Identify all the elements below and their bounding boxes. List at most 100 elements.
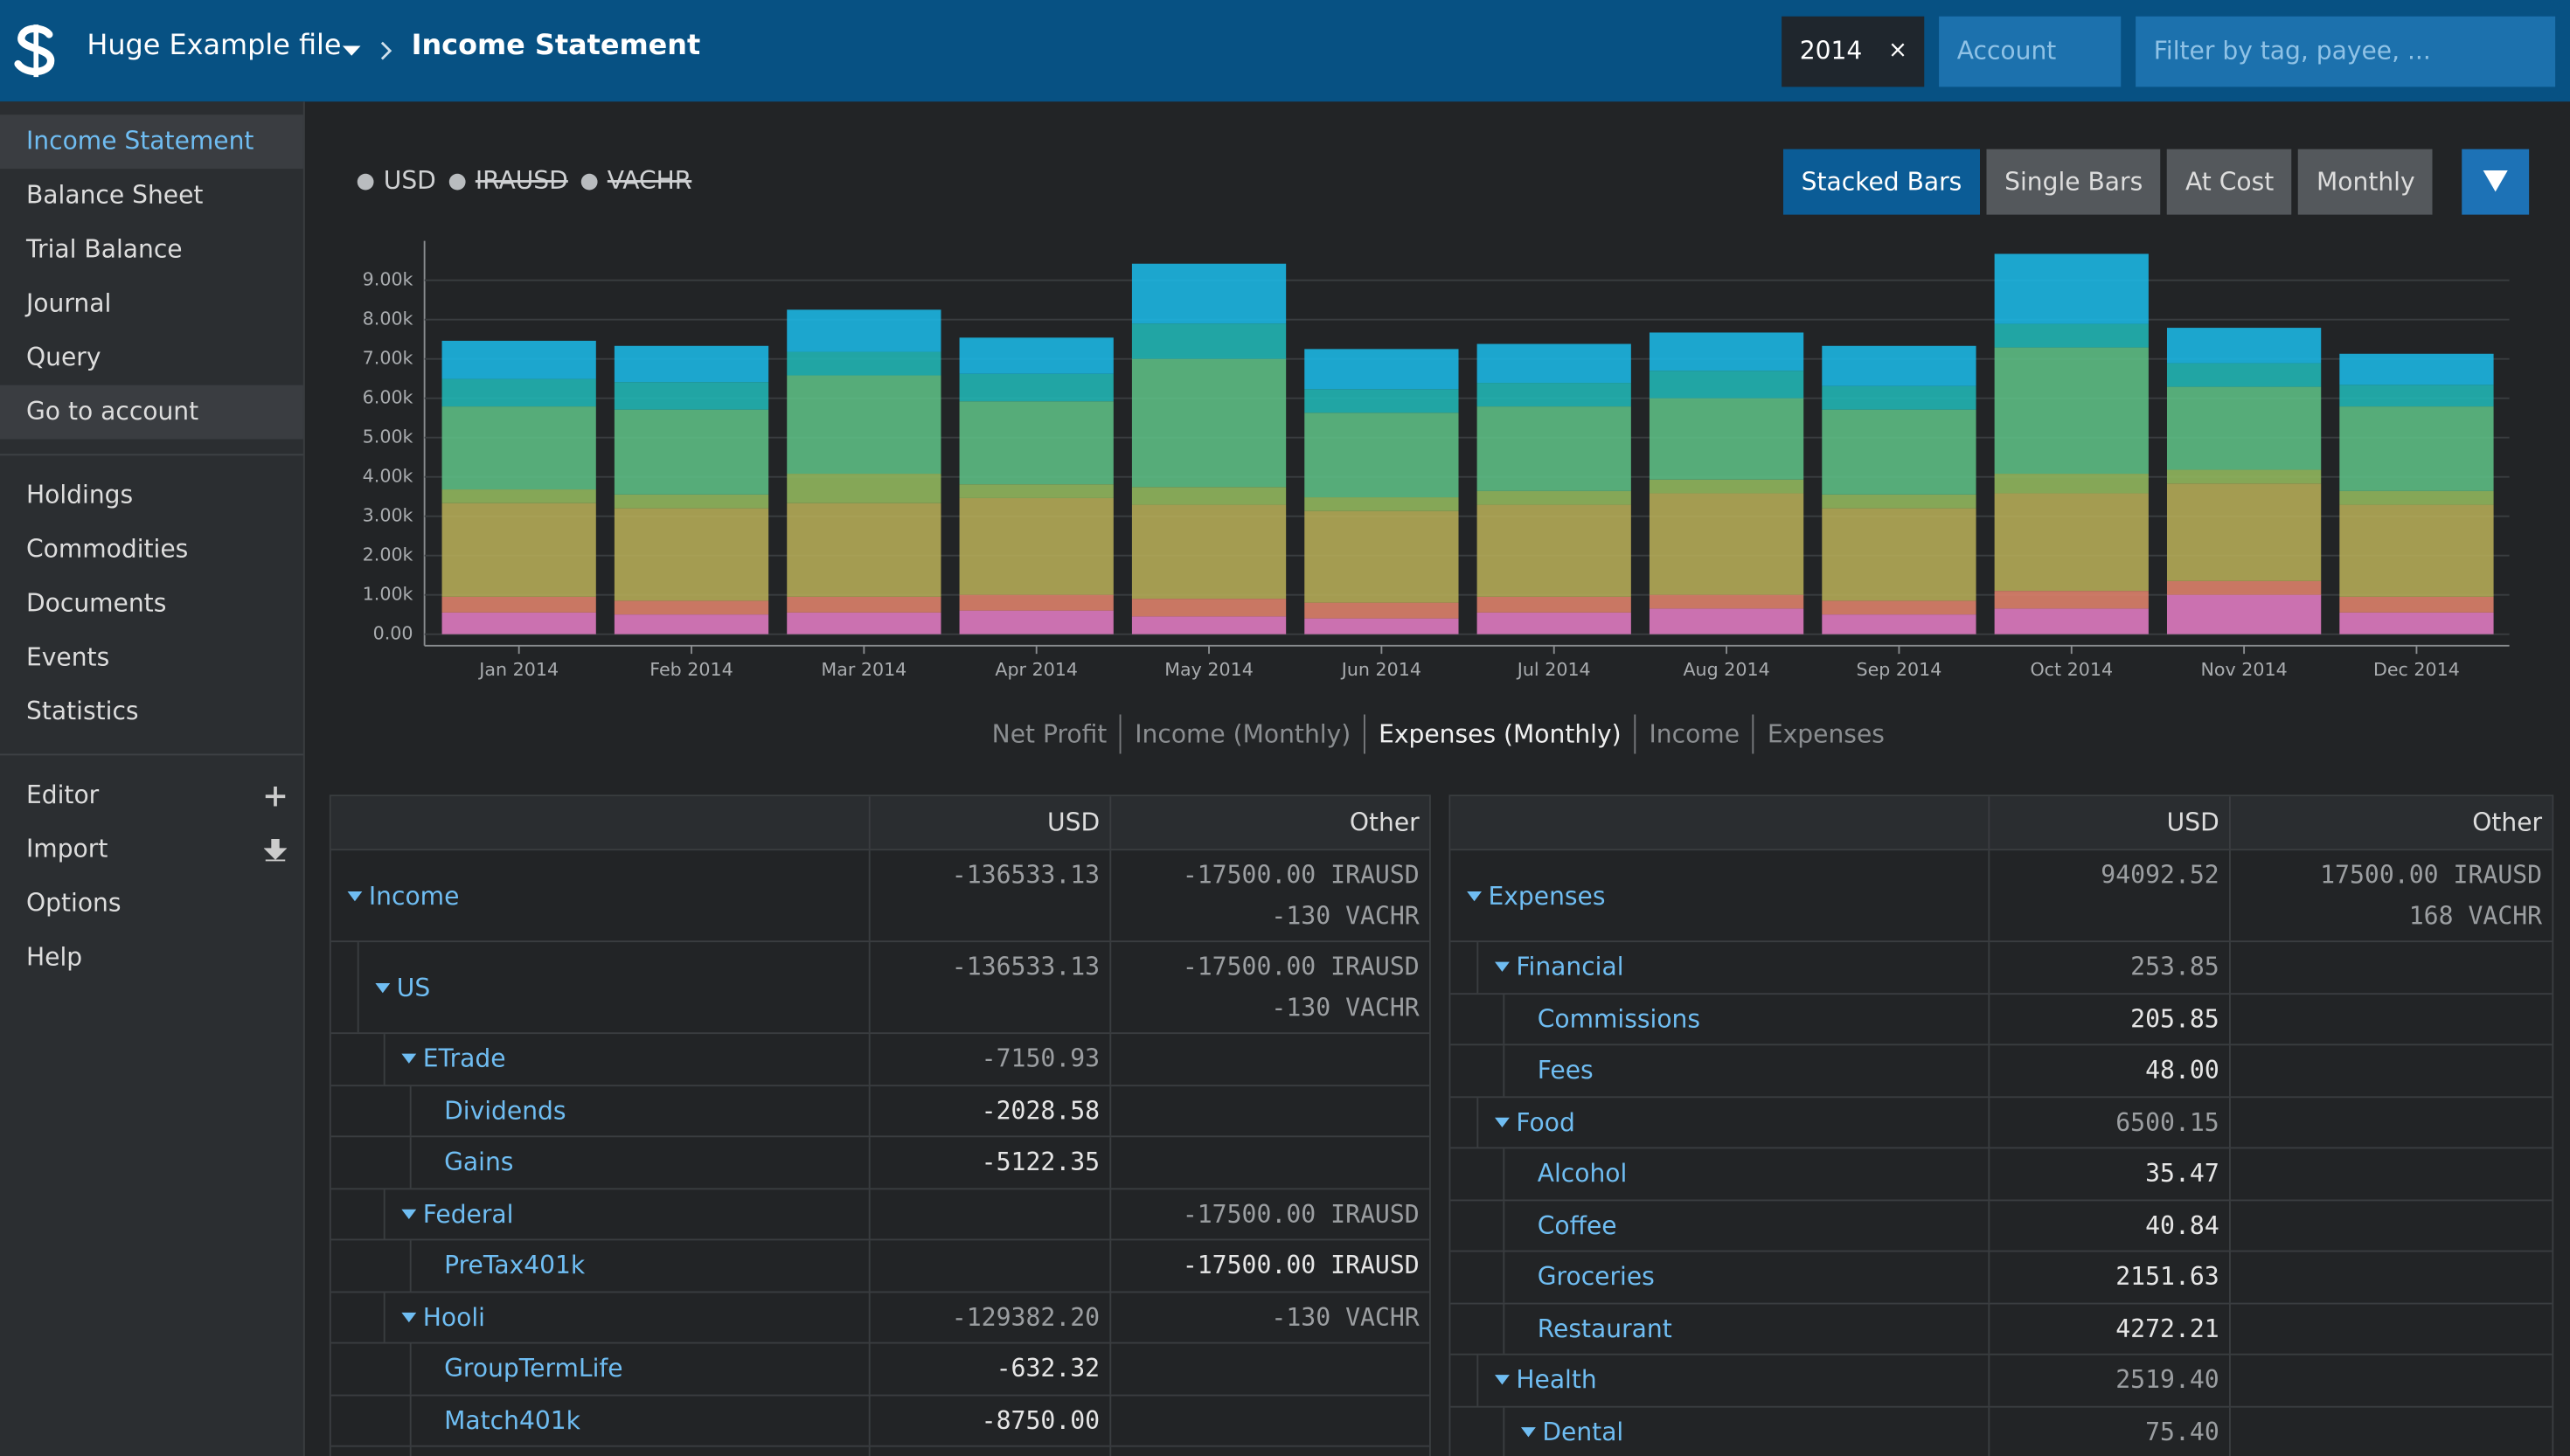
sidebar-item[interactable]: Options xyxy=(0,877,303,931)
bar-segment[interactable] xyxy=(1132,487,1286,504)
sidebar-item[interactable]: Journal xyxy=(0,277,303,331)
legend-label[interactable]: IRAUSD xyxy=(476,166,568,195)
sidebar-item[interactable]: Events xyxy=(0,631,303,685)
bar-segment[interactable] xyxy=(2167,364,2321,387)
bar-segment[interactable] xyxy=(1822,495,1976,509)
chart-tab[interactable]: Income xyxy=(1635,715,1753,754)
sidebar-item[interactable]: Commodities xyxy=(0,523,303,577)
bar-segment[interactable] xyxy=(787,503,941,597)
bar-segment[interactable] xyxy=(1132,359,1286,488)
bar-segment[interactable] xyxy=(2167,581,2321,595)
bar-segment[interactable] xyxy=(1995,348,2149,474)
toggle-arrow[interactable] xyxy=(374,981,392,994)
toggle-arrow[interactable] xyxy=(1493,1374,1511,1387)
bar-segment[interactable] xyxy=(1477,406,1631,491)
account-name[interactable]: Alcohol xyxy=(1538,1159,1628,1189)
bar-segment[interactable] xyxy=(2167,387,2321,470)
bar-segment[interactable] xyxy=(1304,619,1458,634)
bar-segment[interactable] xyxy=(960,498,1114,595)
chart-menu[interactable] xyxy=(2462,149,2529,215)
bar-segment[interactable] xyxy=(1650,608,1803,634)
bar-segment[interactable] xyxy=(1132,616,1286,634)
bar-segment[interactable] xyxy=(2339,613,2493,634)
chart-button[interactable]: Monthly xyxy=(2298,149,2433,215)
bar-segment[interactable] xyxy=(615,346,768,382)
bar-segment[interactable] xyxy=(1477,344,1631,384)
bar-segment[interactable] xyxy=(1650,480,1803,494)
sidebar-item[interactable]: Statistics xyxy=(0,685,303,739)
bar-segment[interactable] xyxy=(1995,474,2149,494)
bar-segment[interactable] xyxy=(787,613,941,634)
legend-label[interactable]: VACHR xyxy=(608,166,691,195)
bar-segment[interactable] xyxy=(2167,595,2321,634)
account-name[interactable]: Groceries xyxy=(1538,1262,1655,1292)
account-filter[interactable]: Account xyxy=(1939,17,2121,87)
bar-segment[interactable] xyxy=(442,489,596,503)
account-name[interactable]: Health xyxy=(1516,1365,1596,1395)
bar-segment[interactable] xyxy=(960,484,1114,498)
logo[interactable] xyxy=(10,23,62,79)
bar-segment[interactable] xyxy=(1822,386,1976,410)
toggle-arrow[interactable] xyxy=(346,889,365,902)
account-name[interactable]: Commissions xyxy=(1538,1004,1700,1034)
bar-segment[interactable] xyxy=(2339,354,2493,385)
bar-segment[interactable] xyxy=(1822,410,1976,495)
bar-segment[interactable] xyxy=(960,595,1114,611)
sidebar-icon-plus[interactable] xyxy=(264,785,287,808)
sidebar-item[interactable]: Holdings xyxy=(0,468,303,523)
sidebar-item[interactable]: Query xyxy=(0,331,303,385)
bar-segment[interactable] xyxy=(2167,328,2321,364)
account-name[interactable]: Financial xyxy=(1516,953,1623,982)
bar-segment[interactable] xyxy=(787,352,941,376)
account-name[interactable]: Food xyxy=(1516,1107,1574,1137)
bar-segment[interactable] xyxy=(615,382,768,410)
bar-segment[interactable] xyxy=(1822,509,1976,601)
bar-segment[interactable] xyxy=(1304,389,1458,413)
bar-segment[interactable] xyxy=(615,509,768,601)
bar-segment[interactable] xyxy=(1304,349,1458,389)
bar-segment[interactable] xyxy=(1132,505,1286,600)
sidebar-item[interactable]: Income Statement xyxy=(0,114,303,169)
toggle-arrow[interactable] xyxy=(1493,960,1511,974)
bar-segment[interactable] xyxy=(787,309,941,351)
bar-segment[interactable] xyxy=(1477,505,1631,597)
account-name[interactable]: Dental xyxy=(1542,1417,1623,1446)
bar-segment[interactable] xyxy=(1995,324,2149,348)
bar-segment[interactable] xyxy=(2339,385,2493,406)
toggle-arrow[interactable] xyxy=(1493,1115,1511,1128)
chart-tab[interactable]: Expenses (Monthly) xyxy=(1364,715,1634,754)
bar-segment[interactable] xyxy=(442,341,596,379)
bar-segment[interactable] xyxy=(615,410,768,495)
bar-segment[interactable] xyxy=(1995,253,2149,323)
sidebar-item[interactable]: Help xyxy=(0,931,303,985)
sidebar-item[interactable]: Trial Balance xyxy=(0,223,303,277)
bar-segment[interactable] xyxy=(2167,483,2321,581)
chart-button[interactable]: Stacked Bars xyxy=(1783,149,1980,215)
account-name[interactable]: Coffee xyxy=(1538,1210,1617,1240)
bar-segment[interactable] xyxy=(787,376,941,475)
toggle-arrow[interactable] xyxy=(400,1311,419,1324)
sidebar-item[interactable]: Import xyxy=(0,822,303,877)
bar-segment[interactable] xyxy=(960,611,1114,634)
chart-tab[interactable]: Income (Monthly) xyxy=(1120,715,1364,754)
account-name[interactable]: ETrade xyxy=(423,1044,506,1074)
bar-segment[interactable] xyxy=(960,337,1114,373)
tag-filter[interactable]: Filter by tag, payee, ... xyxy=(2136,17,2555,87)
toggle-arrow[interactable] xyxy=(400,1052,419,1065)
bar-segment[interactable] xyxy=(615,495,768,509)
bar-segment[interactable] xyxy=(442,613,596,634)
file-name[interactable]: Huge Example file xyxy=(87,30,341,63)
sidebar-item[interactable]: Balance Sheet xyxy=(0,169,303,223)
bar-segment[interactable] xyxy=(442,406,596,489)
bar-segment[interactable] xyxy=(1477,383,1631,406)
bar-segment[interactable] xyxy=(1822,346,1976,386)
bar-segment[interactable] xyxy=(1304,413,1458,497)
account-name[interactable]: Dividends xyxy=(444,1096,566,1126)
bar-segment[interactable] xyxy=(960,401,1114,484)
bar-segment[interactable] xyxy=(1995,591,2149,608)
bar-segment[interactable] xyxy=(787,474,941,503)
toggle-arrow[interactable] xyxy=(400,1207,419,1220)
bar-segment[interactable] xyxy=(2339,491,2493,505)
time-filter[interactable]: 2014 × xyxy=(1782,17,1924,87)
bar-segment[interactable] xyxy=(1650,494,1803,595)
